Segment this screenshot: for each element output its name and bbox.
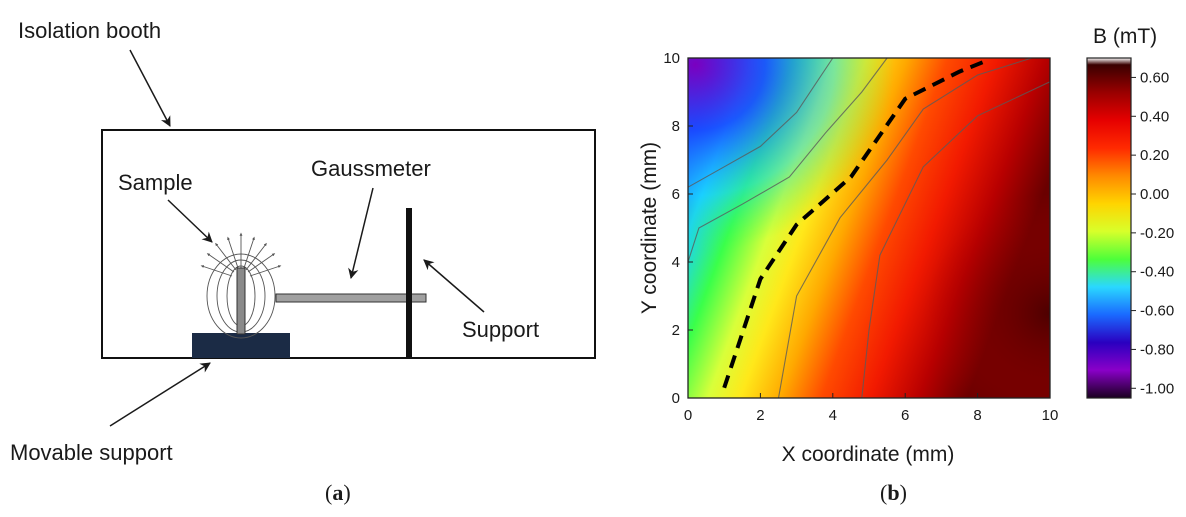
- panel-a-diagram: Isolation booth Sample Gaussmeter Suppor…: [10, 18, 596, 505]
- x-axis-title: X coordinate (mm): [782, 443, 955, 466]
- arrow-support: [423, 259, 485, 313]
- panel-b-heatmap: 0 2 4 6 8 10 0 2 4 6 8 10 X coordinate (mm) Y coor…: [638, 25, 1174, 505]
- colorbar-tick-label: 0.40: [1140, 108, 1169, 125]
- arrow-gaussmeter: [348, 187, 374, 280]
- colorbar-tick-label: -0.80: [1140, 341, 1174, 358]
- isolation-booth-box: [101, 129, 596, 359]
- colorbar-tick-label: 0.00: [1140, 186, 1169, 203]
- y-axis-title: Y coordinate (mm): [638, 142, 661, 314]
- caption-b: (b): [880, 480, 907, 505]
- colorbar-ticks: 0.60 0.40 0.20 0.00 -0.20 -0.40 -0.60 -0.80 -1.0…: [1131, 69, 1174, 397]
- x-tick-label: 2: [756, 407, 764, 424]
- label-sample: Sample: [118, 170, 193, 195]
- contour-lines: [687, 57, 1051, 399]
- label-isolation-booth: Isolation booth: [18, 18, 161, 43]
- x-axis: 0 2 4 6 8 10: [684, 393, 1059, 424]
- y-tick-label: 10: [663, 50, 680, 67]
- magnetic-field-lines: [200, 232, 282, 339]
- y-tick-label: 8: [672, 118, 680, 135]
- zero-contour-line: [722, 59, 986, 389]
- colorbar-tick-label: -1.00: [1140, 380, 1174, 397]
- colorbar-tick-label: 0.60: [1140, 69, 1169, 86]
- y-tick-label: 4: [672, 254, 680, 271]
- caption-a: (a): [325, 480, 351, 505]
- contour-line-2: [777, 57, 1033, 399]
- sample-rod: [236, 267, 246, 335]
- heatmap-field-dark: [688, 58, 1050, 398]
- contour-line-3: [861, 81, 1051, 399]
- support-pole: [406, 208, 412, 358]
- arrow-movable-support: [109, 362, 211, 427]
- colorbar-title: B (mT): [1093, 25, 1157, 48]
- x-tick-label: 8: [973, 407, 981, 424]
- y-tick-label: 6: [672, 186, 680, 203]
- contour-line-0: [687, 57, 888, 263]
- x-tick-label: 6: [901, 407, 909, 424]
- colorbar-tick-label: -0.40: [1140, 264, 1174, 281]
- y-tick-label: 0: [672, 390, 680, 407]
- contour-line-1: [687, 57, 834, 188]
- colorbar-tick-label: -0.20: [1140, 225, 1174, 242]
- x-tick-label: 10: [1042, 407, 1059, 424]
- arrow-isolation-booth: [129, 49, 171, 127]
- y-axis: 0 2 4 6 8 10: [663, 50, 693, 407]
- zero-contour-dashed: [722, 59, 986, 389]
- plot-frame: [687, 57, 1051, 399]
- x-tick-label: 0: [684, 407, 692, 424]
- y-tick-label: 2: [672, 322, 680, 339]
- gaussmeter-probe: [275, 293, 427, 303]
- colorbar-tick-label: -0.60: [1140, 303, 1174, 320]
- colorbar: [1086, 57, 1132, 399]
- colorbar-tick-label: 0.20: [1140, 147, 1169, 164]
- x-tick-label: 4: [829, 407, 837, 424]
- label-support: Support: [462, 317, 539, 342]
- label-gaussmeter: Gaussmeter: [311, 156, 431, 181]
- movable-support-block: [192, 333, 290, 358]
- arrow-sample: [167, 199, 213, 243]
- label-movable-support: Movable support: [10, 440, 173, 465]
